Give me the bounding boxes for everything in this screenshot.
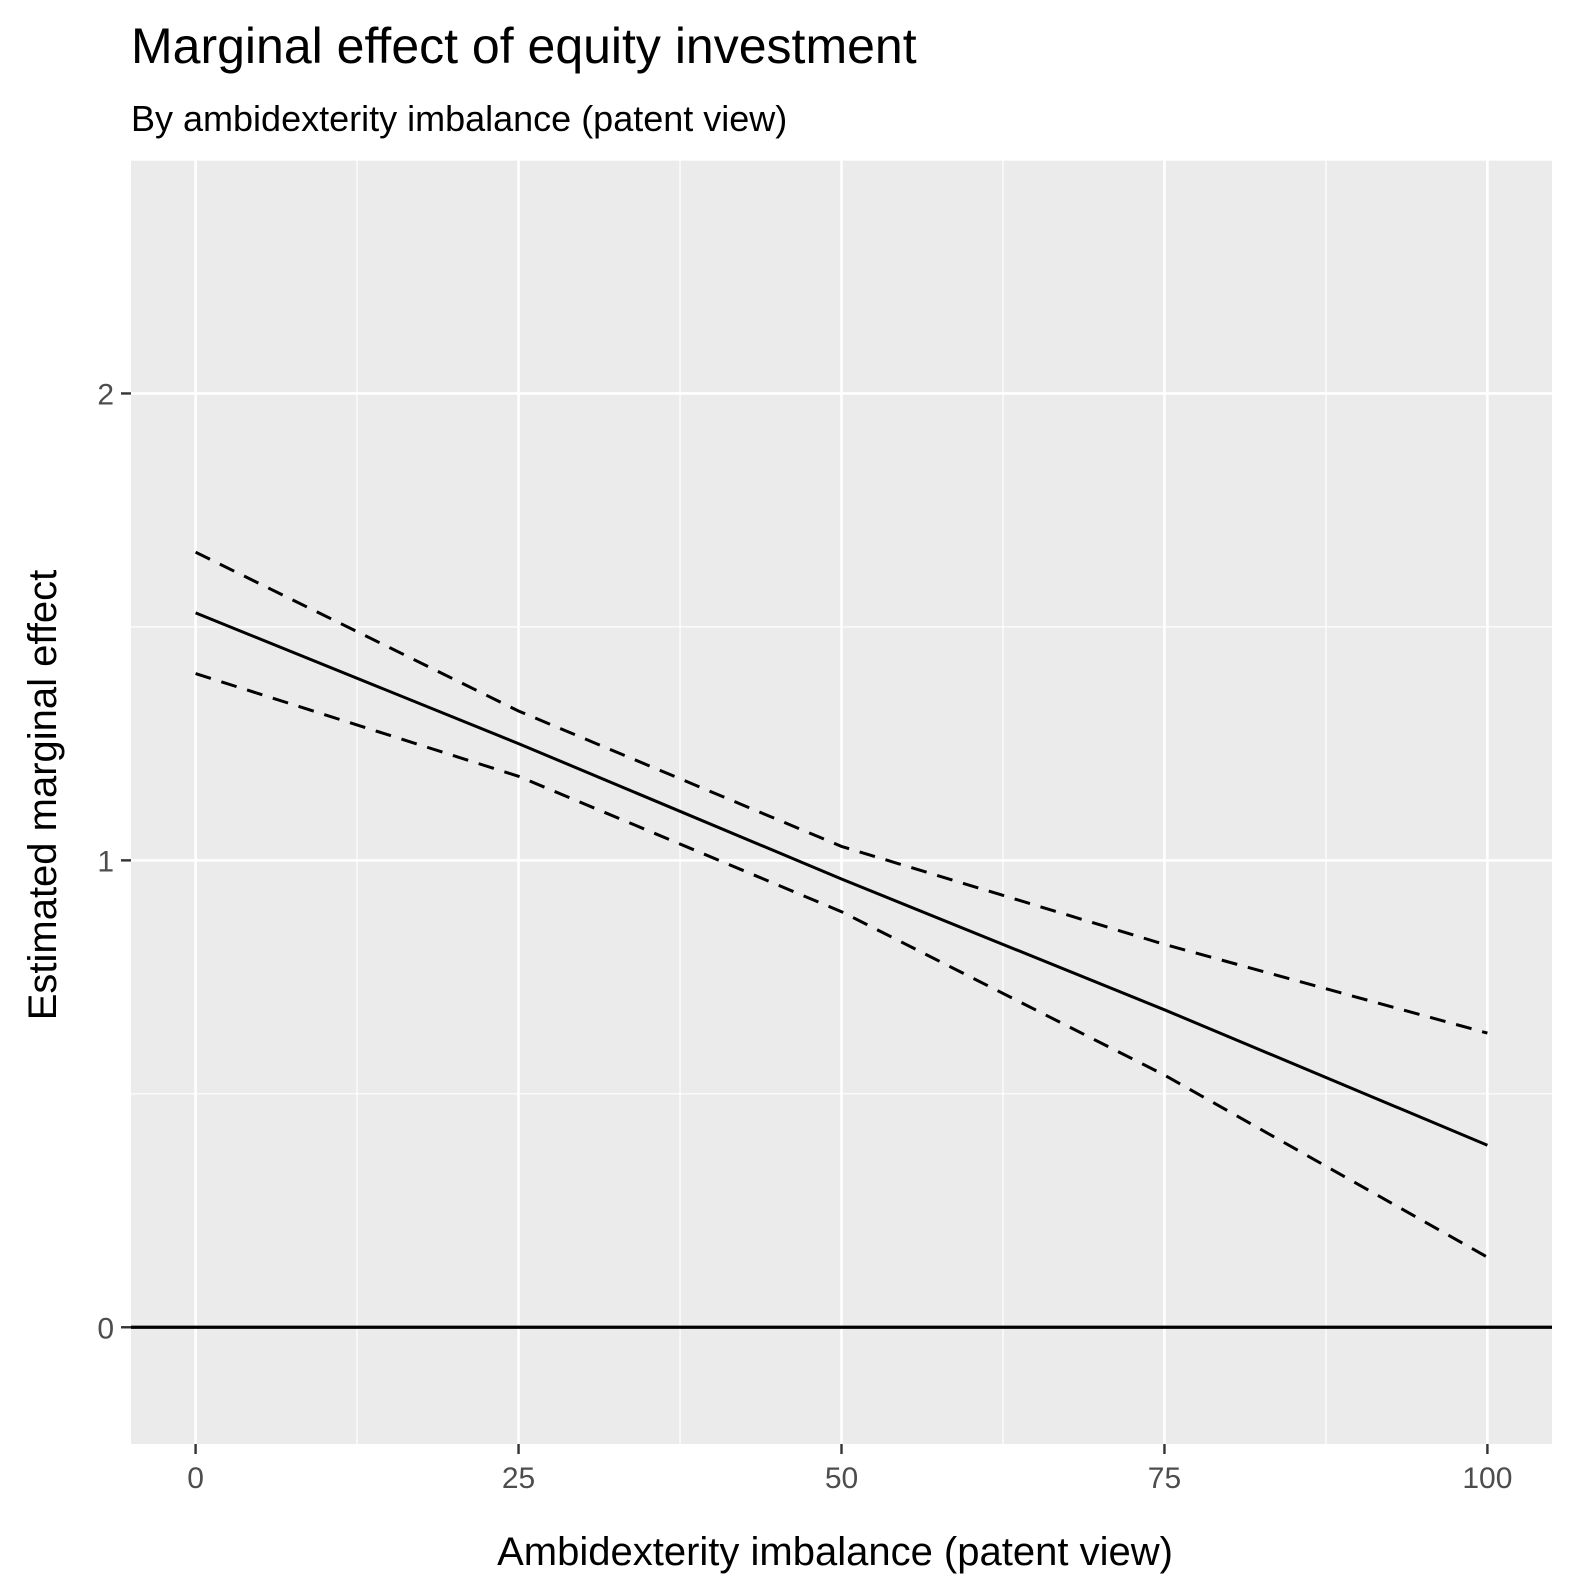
- chart-subtitle: By ambidexterity imbalance (patent view): [131, 98, 787, 139]
- lower-ci-line: [195, 672, 1489, 1259]
- major-gridlines: [131, 160, 1552, 1444]
- y-axis: 0 1 2: [97, 378, 131, 1345]
- estimate-line: [195, 611, 1488, 1147]
- x-tick-label: 0: [187, 1462, 204, 1495]
- x-axis: 0 25 50 75 100: [187, 1444, 1512, 1495]
- x-tick-label: 25: [502, 1462, 535, 1495]
- x-tick-label: 50: [825, 1462, 858, 1495]
- x-axis-title: Ambidexterity imbalance (patent view): [497, 1530, 1173, 1574]
- y-tick-label: 2: [97, 378, 114, 411]
- upper-ci-line: [194, 550, 1488, 1035]
- series-layer: [194, 550, 1489, 1259]
- x-tick-label: 75: [1148, 1462, 1181, 1495]
- y-tick-label: 0: [97, 1312, 114, 1345]
- chart-title: Marginal effect of equity investment: [131, 18, 917, 74]
- y-tick-label: 1: [97, 845, 114, 878]
- y-axis-title: Estimated marginal effect: [21, 570, 65, 1021]
- x-tick-label: 100: [1462, 1462, 1512, 1495]
